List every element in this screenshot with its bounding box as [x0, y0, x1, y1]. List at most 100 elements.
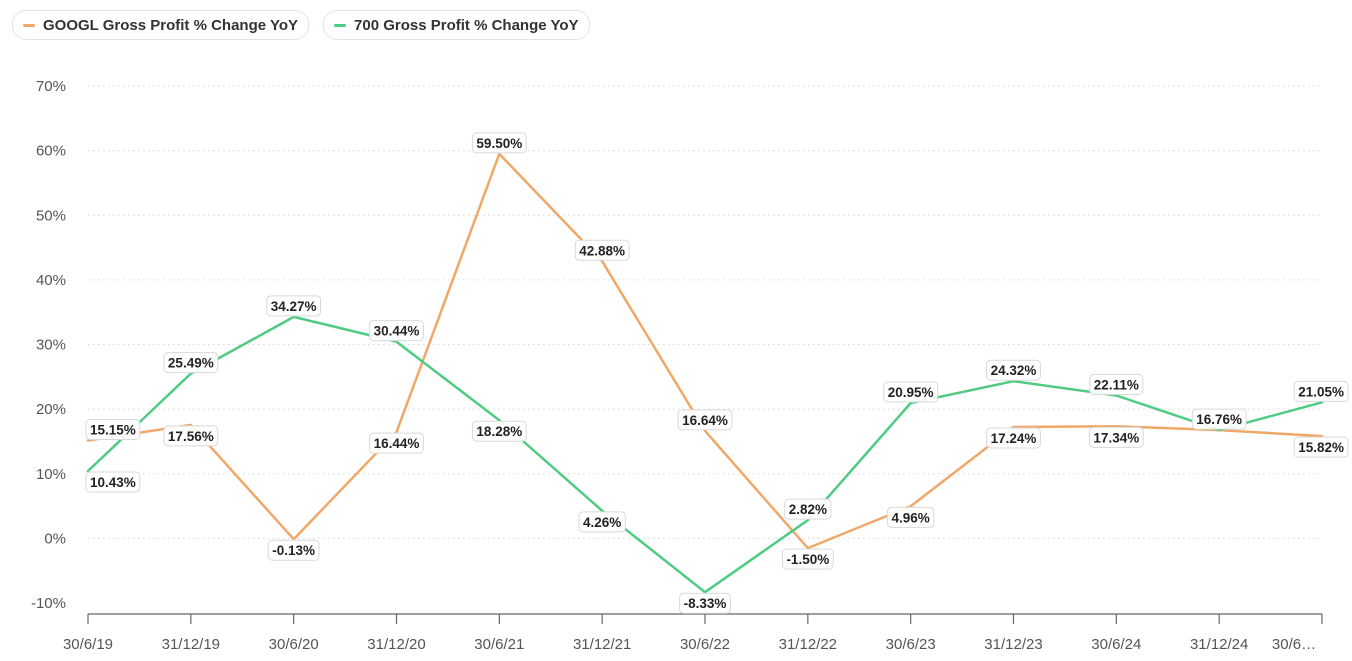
data-label: 15.15% [85, 418, 141, 440]
data-label-box [85, 418, 141, 440]
x-tick-label: 30/6/24 [1091, 636, 1141, 653]
data-label-box [266, 295, 322, 317]
x-tick-label: 30/6/22 [680, 636, 730, 653]
data-label-box [1293, 380, 1349, 402]
data-label: 20.95% [883, 381, 939, 403]
data-label-box [887, 506, 935, 528]
x-tick-label: 30/6… [1272, 636, 1316, 653]
data-label: -8.33% [679, 592, 731, 614]
data-label: 16.44% [369, 432, 424, 454]
data-label-text: 16.64% [682, 413, 728, 428]
data-label-box [986, 359, 1041, 381]
x-tick-label: 31/12/21 [573, 636, 631, 653]
data-label: 25.49% [163, 352, 219, 374]
y-tick-label: 30% [36, 337, 66, 354]
data-label-box [578, 511, 626, 533]
data-labels: 15.15% 17.56% -0.13% 16.44% 59.50% 42.88% 16.6… [85, 132, 1349, 614]
x-tick-label: 30/6/23 [886, 636, 936, 653]
y-tick-label: 40% [36, 272, 66, 289]
series-line-googl [86, 152, 1324, 550]
x-tick-label: 31/12/24 [1190, 636, 1248, 653]
data-label-box [784, 498, 832, 520]
data-label-text: -1.50% [786, 552, 829, 567]
data-label-box [369, 432, 424, 454]
data-label-text: 15.15% [90, 422, 136, 437]
data-label: -1.50% [781, 548, 834, 570]
data-label-text: 59.50% [476, 136, 522, 151]
data-label: 18.28% [471, 420, 527, 442]
data-label: 22.11% [1089, 373, 1144, 395]
data-label-text: 16.76% [1196, 412, 1242, 427]
data-label-text: 4.26% [583, 515, 621, 530]
data-label: 17.34% [1088, 426, 1144, 448]
x-tick-label: 31/12/22 [779, 636, 837, 653]
data-label-box [471, 420, 527, 442]
data-label-box [677, 409, 733, 431]
data-label: 16.76% [1191, 408, 1247, 430]
y-tick-label: -10% [31, 595, 66, 612]
y-tick-label: 0% [44, 530, 66, 547]
data-label-text: -8.33% [684, 596, 727, 611]
data-label-box [574, 239, 630, 261]
data-label-box [781, 548, 834, 570]
x-tick-label: 31/12/23 [984, 636, 1042, 653]
data-label-text: 42.88% [579, 243, 625, 258]
data-label: 10.43% [85, 471, 141, 493]
data-label-text: 4.96% [892, 510, 930, 525]
data-label-text: 22.11% [1094, 377, 1139, 392]
data-label-box [163, 425, 219, 447]
chart-legend: GOOGL Gross Profit % Change YoY 700 Gros… [12, 10, 590, 40]
data-label-text: 25.49% [168, 356, 214, 371]
legend-item-googl[interactable]: GOOGL Gross Profit % Change YoY [12, 10, 310, 40]
data-label-text: 18.28% [476, 424, 522, 439]
x-tick-label: 30/6/21 [474, 636, 524, 653]
data-label-text: 17.24% [991, 431, 1037, 446]
data-label-box [471, 132, 527, 154]
data-label-box [1191, 408, 1247, 430]
x-tick-label: 30/6/20 [269, 636, 319, 653]
data-label-box [267, 539, 320, 561]
x-tick-label: 30/6/19 [63, 636, 113, 653]
data-label: 30.44% [369, 320, 424, 342]
series-line-700 [86, 315, 1324, 594]
x-tick-label: 31/12/19 [162, 636, 220, 653]
data-label-text: 24.32% [991, 363, 1037, 378]
data-label-box [369, 320, 424, 342]
data-label-text: 34.27% [271, 299, 317, 314]
data-label: 59.50% [471, 132, 527, 154]
data-label: 15.82% [1293, 436, 1349, 458]
data-label-text: 21.05% [1298, 384, 1344, 399]
data-label-text: -0.13% [272, 543, 315, 558]
data-label-box [883, 381, 939, 403]
data-label-box [1293, 436, 1349, 458]
data-label: 21.05% [1293, 380, 1349, 402]
data-label-box [85, 471, 141, 493]
legend-item-700[interactable]: 700 Gross Profit % Change YoY [323, 10, 590, 40]
data-label-box [679, 592, 731, 614]
data-label-text: 15.82% [1298, 440, 1344, 455]
data-label-box [163, 352, 219, 374]
y-tick-label: 70% [36, 78, 66, 95]
data-label: 24.32% [986, 359, 1041, 381]
y-tick-label: 10% [36, 466, 66, 483]
legend-label-700: 700 Gross Profit % Change YoY [354, 16, 579, 34]
x-tick-label: 31/12/20 [367, 636, 425, 653]
data-label: 16.64% [677, 409, 733, 431]
data-label-text: 20.95% [888, 385, 934, 400]
data-label-box [1089, 373, 1144, 395]
data-label-text: 2.82% [789, 502, 827, 517]
y-tick-label: 50% [36, 207, 66, 224]
data-label: 17.24% [986, 427, 1041, 449]
legend-swatch-googl [23, 23, 35, 27]
data-label-text: 17.34% [1093, 430, 1139, 445]
y-tick-label: 20% [36, 401, 66, 418]
data-label-text: 30.44% [374, 324, 420, 339]
data-label-text: 16.44% [374, 436, 420, 451]
legend-swatch-700 [334, 23, 347, 27]
data-label: 4.96% [887, 506, 935, 528]
data-label: 2.82% [784, 498, 832, 520]
data-label-text: 10.43% [90, 475, 136, 490]
data-label: 42.88% [574, 239, 630, 261]
data-label-text: 17.56% [168, 429, 214, 444]
